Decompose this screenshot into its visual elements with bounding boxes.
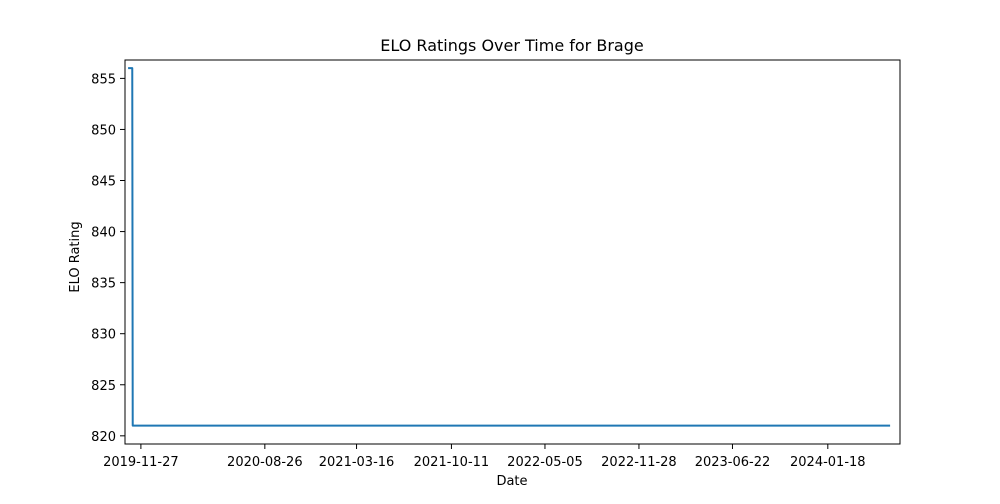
- x-tick-label-2021-10-11: 2021-10-11: [414, 455, 490, 470]
- x-tick-label-2020-08-26: 2020-08-26: [227, 455, 303, 470]
- y-tick-label-840: 840: [91, 226, 116, 241]
- series-line-1: [128, 67, 891, 427]
- x-tick-label-2019-11-27: 2019-11-27: [103, 455, 179, 470]
- x-tick-label-2022-11-28: 2022-11-28: [601, 455, 677, 470]
- y-axis-label: ELO Rating: [68, 221, 83, 292]
- y-tick-label-845: 845: [91, 175, 116, 190]
- y-tick-label-825: 825: [91, 379, 116, 394]
- plot-area: [124, 59, 901, 445]
- x-tick-label-2024-01-18: 2024-01-18: [790, 455, 866, 470]
- plot-frame: [124, 59, 901, 445]
- y-tick-label-855: 855: [91, 72, 116, 87]
- x-tick-label-2022-05-05: 2022-05-05: [507, 455, 583, 470]
- y-axis: 820 825 830 835 840 845 850 855: [91, 72, 125, 445]
- y-tick-label-850: 850: [91, 123, 116, 138]
- chart-title: ELO Ratings Over Time for Brage: [380, 36, 643, 55]
- x-tick-label-2021-03-16: 2021-03-16: [319, 455, 395, 470]
- y-tick-label-835: 835: [91, 277, 116, 292]
- y-tick-label-820: 820: [91, 430, 116, 445]
- y-tick-label-830: 830: [91, 328, 116, 343]
- x-axis: 2019-11-27 2020-08-26 2021-03-16 2021-10-11…: [103, 444, 866, 470]
- x-axis-label: Date: [496, 474, 527, 489]
- x-tick-label-2023-06-22: 2023-06-22: [695, 455, 771, 470]
